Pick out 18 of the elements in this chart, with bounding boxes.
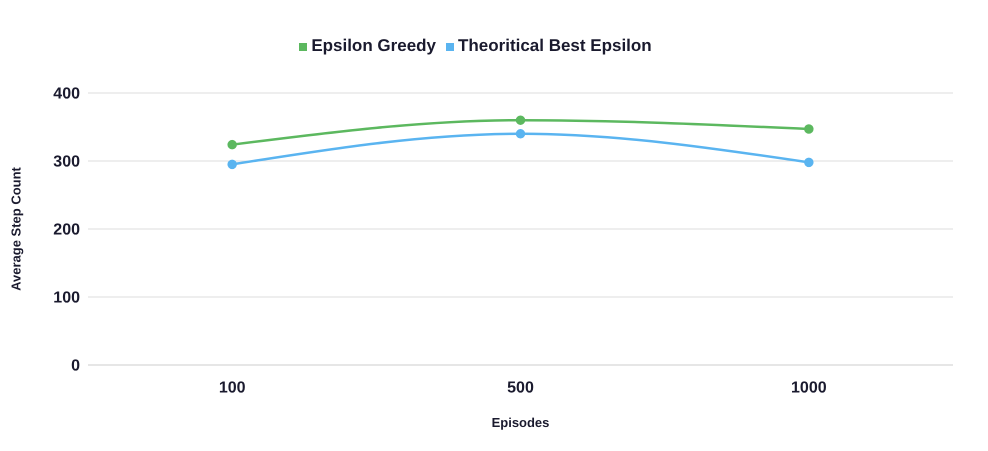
legend-label: Epsilon Greedy [311, 36, 436, 55]
x-tick-label: 1000 [791, 379, 827, 396]
point [516, 129, 526, 139]
x-tick-label: 100 [218, 379, 246, 396]
point [804, 158, 814, 168]
point [227, 140, 237, 150]
x-tick-label: 500 [507, 379, 534, 396]
x-axis-title: Episodes [492, 415, 550, 430]
point [516, 115, 526, 125]
y-tick-label: 400 [53, 86, 80, 103]
y-tick-label: 300 [53, 154, 80, 171]
y-tick-label: 0 [71, 358, 80, 375]
y-tick-label: 100 [53, 290, 80, 307]
point [227, 160, 237, 170]
y-tick-label: 200 [53, 222, 80, 239]
point [804, 124, 814, 134]
y-axis-title: Average Step Count [8, 166, 24, 291]
legend-label: Theoritical Best Epsilon [458, 36, 652, 55]
